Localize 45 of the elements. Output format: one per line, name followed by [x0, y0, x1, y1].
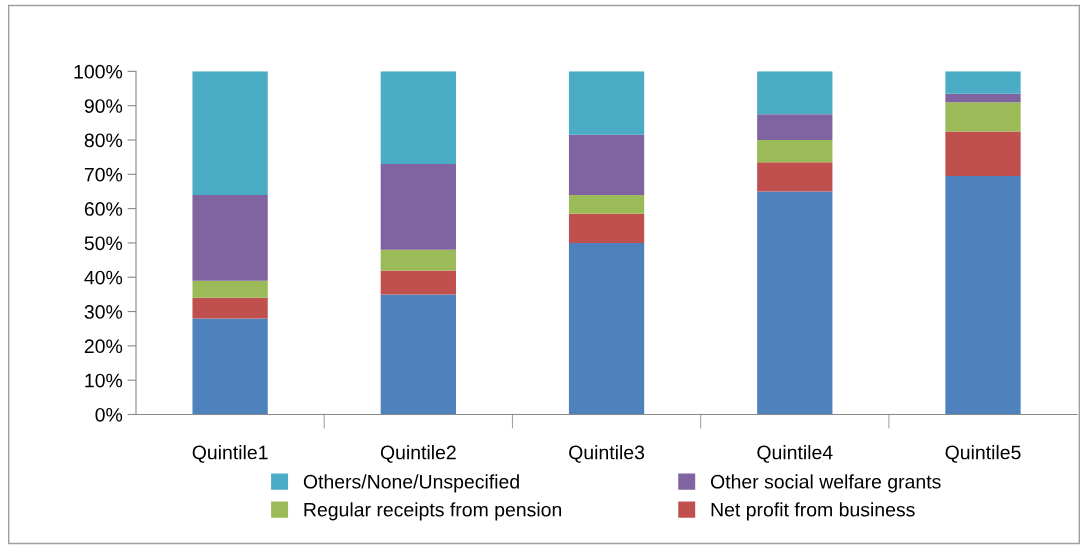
bar: [192, 318, 268, 415]
bar: [757, 114, 833, 140]
x-tick-label: Quintile5: [945, 445, 1021, 463]
y-tick-label: 50%: [84, 236, 123, 251]
bar: [192, 280, 268, 298]
legend-label: Regular receipts from pension: [304, 502, 562, 521]
bar: [945, 102, 1021, 132]
bar: [757, 71, 833, 115]
bar: [568, 213, 645, 243]
y-tick-label: 80%: [84, 133, 123, 148]
bar: [568, 242, 645, 415]
bar: [945, 176, 1021, 415]
bar: [945, 71, 1021, 94]
x-tick-label: Quintile4: [757, 445, 833, 463]
bar: [757, 140, 833, 163]
bar: [192, 71, 268, 195]
x-tick-label: Quintile2: [380, 445, 456, 463]
bar: [568, 194, 645, 214]
y-tick-label: 10%: [85, 373, 123, 388]
bar: [380, 270, 456, 295]
bar: [568, 71, 645, 135]
bar: [380, 294, 456, 415]
bar: [380, 164, 456, 250]
bar: [757, 191, 833, 415]
legend-label: Net profit from business: [711, 502, 915, 521]
y-tick-label: 20%: [84, 339, 123, 354]
bar: [945, 131, 1021, 177]
bar: [380, 249, 456, 271]
y-tick-label: 70%: [84, 167, 123, 182]
x-tick-label: Quintile3: [569, 445, 645, 463]
y-tick-label: 0%: [95, 407, 123, 422]
bar: [568, 134, 645, 195]
bar: [192, 194, 268, 281]
y-tick-label: 30%: [84, 305, 123, 319]
y-tick-label: 100%: [74, 64, 123, 79]
bar: [945, 93, 1021, 103]
legend-label: Others/None/Unspecified: [303, 474, 519, 493]
legend-label: Other social welfare grants: [710, 474, 941, 493]
y-tick-label: 60%: [84, 202, 123, 216]
y-tick-label: 40%: [84, 270, 123, 285]
bar: [192, 297, 268, 319]
bar: [757, 162, 833, 192]
x-tick-label: Quintile1: [192, 445, 268, 463]
bar: [380, 71, 456, 165]
y-tick-label: 90%: [84, 99, 123, 113]
